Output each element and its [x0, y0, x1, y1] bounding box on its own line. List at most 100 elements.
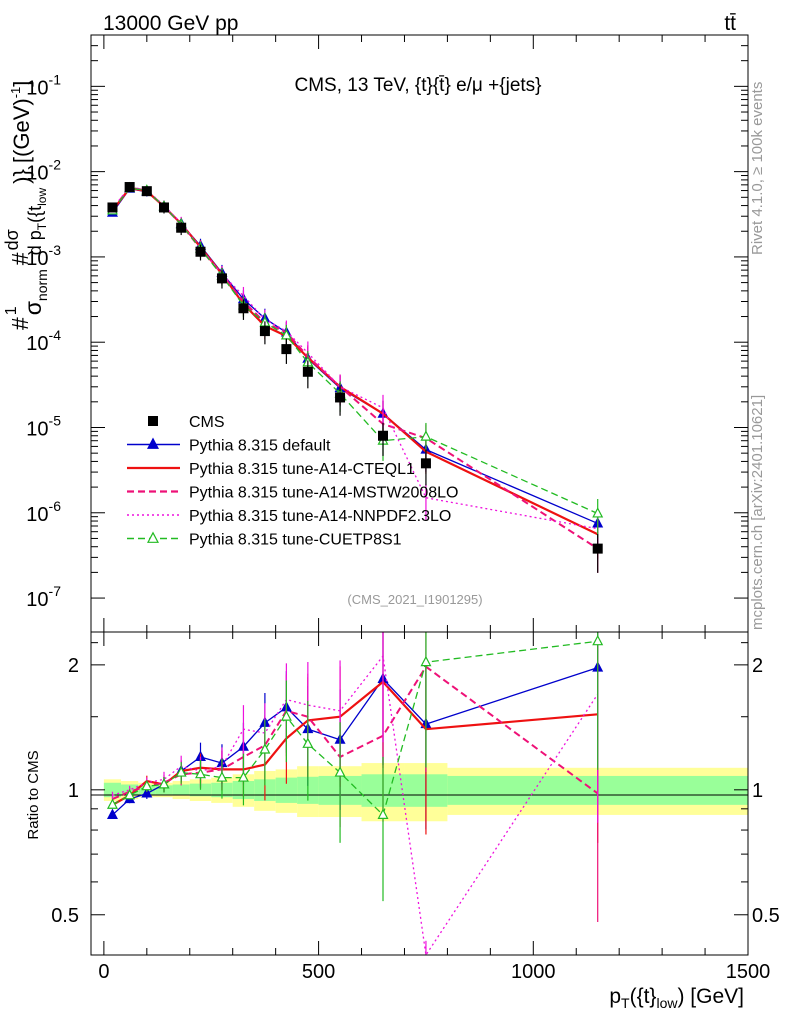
y-tick-base: 10 — [26, 418, 48, 440]
data-point-CMS — [302, 366, 313, 377]
ratio-point-CUETP8S1 — [420, 655, 432, 667]
series-line-CTEQL1 — [111, 186, 599, 536]
ratio-point-default — [141, 787, 153, 798]
data-point-CMS — [281, 344, 292, 355]
xlabel-low-sub: low — [656, 995, 678, 1011]
band-inner-bin — [275, 777, 298, 803]
legend-marker-CUETP8S1 — [147, 531, 159, 543]
y-tick-label: 10-4 — [26, 327, 61, 355]
ylabel-end: ] — [9, 81, 34, 87]
data-point-CMS — [107, 202, 118, 213]
y-tick-base: 10 — [26, 589, 48, 611]
ratio-y-tick-label-right: 2 — [752, 655, 763, 677]
y-tick-exp: -2 — [49, 157, 62, 173]
analysis-label: (CMS_2021_I1901295) — [347, 592, 482, 607]
band-inner-bin — [189, 783, 212, 797]
ratio-frame — [90, 631, 749, 956]
y-tick-exp: -7 — [49, 583, 62, 599]
ratio-point-CUETP8S1 — [141, 779, 153, 791]
legend-label-CUETP8S1: Pythia 8.315 tune-CUETP8S1 — [189, 532, 402, 549]
xlabel-mid: ({t} — [630, 985, 657, 1008]
y-tick-exp: -3 — [49, 242, 62, 258]
ratio-ylabel: Ratio to CMS — [25, 750, 42, 839]
ylabel-norm: norm — [34, 269, 50, 301]
data-point-CMS — [176, 222, 187, 233]
svg-text:#1σnorm#dσd pT({tlow)} [(GeV)-: #1σnorm#dσ d pT({tlow)} [(GeV)-1] — [2, 81, 50, 330]
y-tick-exp: -4 — [49, 327, 62, 343]
y-tick-base: 10 — [26, 77, 48, 99]
main-series — [106, 181, 604, 573]
band-inner-bin — [103, 782, 122, 798]
ratio-point-CUETP8S1 — [377, 808, 389, 819]
ratio-point-CUETP8S1 — [124, 788, 136, 800]
y-tick-base: 10 — [26, 248, 48, 270]
ratio-point-CUETP8S1 — [106, 798, 118, 809]
data-point-CMS — [195, 246, 206, 257]
legend-label-NNPDF: Pythia 8.315 tune-A14-NNPDF2.3LO — [189, 508, 451, 525]
ratio-panel: 0.5 0.5 1 1 2 2 0 500 1000 1500 — [51, 631, 780, 983]
ratio-series-CUETP8S1 — [106, 632, 604, 902]
x-tick-label: 1000 — [511, 961, 556, 983]
xlabel: pT({t}low) [GeV] — [609, 985, 744, 1011]
y-tick-exp: -5 — [49, 412, 62, 428]
data-point-CMS — [378, 430, 388, 441]
legend: CMS Pythia 8.315 default Pythia 8.315 tune… — [127, 414, 458, 549]
ylabel-low: low — [35, 188, 49, 206]
series-CMS — [107, 182, 603, 573]
y-tick-base: 10 — [26, 163, 48, 185]
legend-label-CMS: CMS — [189, 414, 225, 431]
ratio-line-MSTW — [112, 665, 599, 800]
x-tick-label: 1500 — [726, 961, 771, 983]
ratio-point-default — [106, 808, 118, 819]
ylabel-exp: -1 — [8, 87, 23, 99]
data-point-CUETP8S1 — [420, 430, 432, 441]
ratio-point-CUETP8S1 — [302, 737, 314, 748]
xlabel-end: ) [GeV] — [677, 985, 744, 1008]
ratio-series — [106, 632, 604, 957]
y-tick-label: 10-6 — [26, 498, 61, 526]
ylabel-one: 1 — [3, 306, 20, 315]
ratio-y-tick-label-right: 0.5 — [752, 905, 780, 927]
ylabel-sigma: σ — [20, 301, 46, 315]
main-ylabel: #1σnorm#dσ d pT({tlow)} [(GeV)-1] — [2, 81, 50, 330]
ratio-point-CUETP8S1 — [334, 766, 346, 777]
main-panel: 10-710-610-510-410-310-210-1 CMS, 13 TeV… — [26, 34, 749, 644]
header-left: 13000 GeV pp — [103, 12, 238, 35]
ratio-line-CUETP8S1 — [112, 640, 598, 817]
ratio-y-tick-label: 1 — [68, 780, 79, 802]
ylabel-t-sub: T — [35, 222, 49, 230]
legend-label-default: Pythia 8.315 default — [189, 438, 331, 455]
ratio-point-CUETP8S1 — [158, 778, 170, 789]
y-tick-label: 10-1 — [26, 71, 61, 99]
y-tick-label: 10-5 — [26, 412, 61, 440]
data-point-CMS — [420, 458, 431, 469]
ratio-point-CUETP8S1 — [259, 743, 271, 754]
main-ticks: 10-710-610-510-410-310-210-1 — [26, 35, 749, 644]
legend-marker-CMS — [148, 416, 158, 426]
y-tick-label: 10-3 — [26, 242, 61, 270]
plot-title: CMS, 13 TeV, {t}{t̄} e/μ +{jets} — [294, 75, 541, 96]
data-point-CMS — [592, 543, 603, 554]
mcplots-label: mcplots.cern.ch [arXiv:2401.10621] — [749, 395, 766, 630]
data-point-CUETP8S1 — [592, 507, 604, 518]
y-tick-exp: -6 — [49, 498, 62, 514]
xlabel-p: p — [609, 985, 621, 1008]
ylabel-hash2: # — [7, 252, 33, 265]
ratio-point-CUETP8S1 — [592, 634, 604, 646]
data-point-CMS — [141, 186, 152, 197]
y-tick-exp: -1 — [49, 71, 62, 87]
ratio-y-tick-label: 0.5 — [51, 905, 79, 927]
data-point-CMS — [335, 392, 346, 403]
data-point-CMS — [159, 202, 169, 213]
header-right: tt̄ — [724, 12, 736, 35]
ratio-point-CUETP8S1 — [175, 766, 187, 777]
ratio-y-tick-label: 2 — [68, 655, 79, 677]
xlabel-t-sub: T — [621, 995, 630, 1011]
data-point-CMS — [259, 326, 270, 337]
ylabel-hash1: # — [7, 317, 33, 330]
ratio-point-CUETP8S1 — [195, 767, 206, 779]
x-tick-label: 500 — [302, 961, 335, 983]
y-tick-base: 10 — [26, 333, 48, 355]
data-point-CMS — [124, 182, 135, 193]
